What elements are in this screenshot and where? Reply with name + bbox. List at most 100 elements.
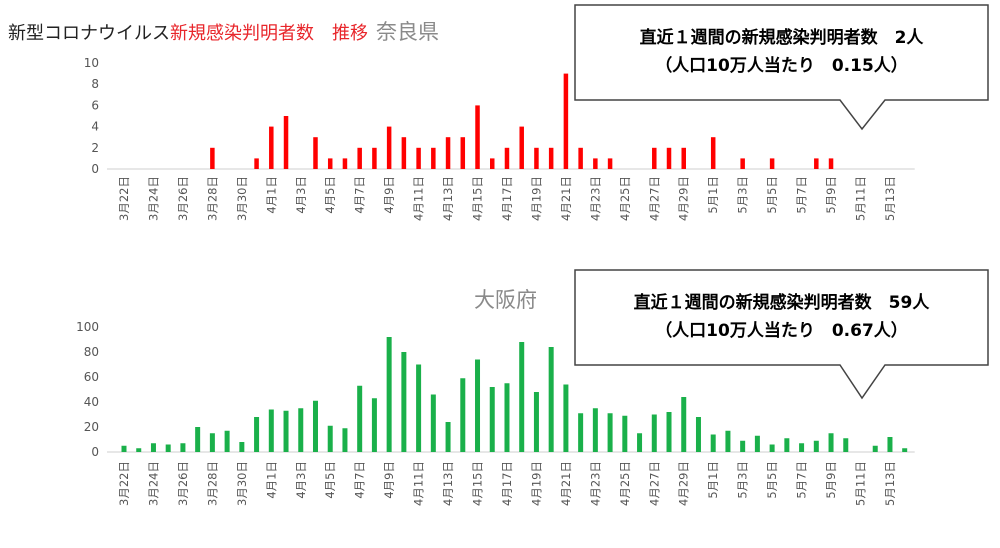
bar-4月23日	[593, 158, 598, 169]
bar-4月30日	[695, 417, 701, 452]
bar-4月2日	[283, 116, 289, 169]
bar-5月4日	[754, 435, 760, 452]
x-tick-label: 4月19日	[529, 176, 543, 221]
bar-4月11日	[416, 364, 422, 452]
title-red: 新規感染判明者数 推移	[170, 23, 368, 44]
bar-4月19日	[533, 392, 539, 452]
bar-5月12日	[872, 445, 878, 452]
bar-5月1日	[710, 434, 716, 452]
bar-5月8日	[813, 440, 819, 452]
y-tick-label: 8	[91, 77, 99, 91]
bar-4月20日	[548, 147, 554, 169]
callout-line1: 直近１週間の新規感染判明者数 59人	[634, 292, 931, 313]
x-tick-label: 4月21日	[559, 461, 573, 506]
x-tick-label: 4月1日	[264, 176, 278, 214]
x-tick-label: 4月29日	[677, 461, 691, 506]
bar-3月30日	[239, 442, 245, 452]
bar-4月24日	[607, 413, 613, 452]
y-tick-label: 2	[91, 141, 99, 155]
bar-4月5日	[327, 158, 333, 169]
bar-4月7日	[357, 147, 362, 169]
bar-5月1日	[710, 137, 716, 169]
x-tick-label: 5月5日	[765, 461, 779, 499]
bar-4月22日	[578, 147, 583, 169]
bar-4月19日	[534, 147, 539, 169]
chart-title: 新型コロナウイルス新規感染判明者数 推移 奈良県	[8, 16, 439, 46]
x-tick-label: 4月17日	[500, 176, 514, 221]
bar-4月18日	[519, 342, 525, 452]
callout-box	[574, 4, 989, 131]
bar-4月12日	[431, 147, 436, 169]
x-tick-label: 5月9日	[824, 461, 838, 499]
bar-5月2日	[725, 430, 731, 452]
bar-4月7日	[357, 385, 363, 452]
bar-5月10日	[843, 438, 849, 452]
x-tick-label: 5月5日	[765, 176, 779, 214]
x-tick-label: 5月3日	[736, 176, 750, 214]
x-tick-label: 3月26日	[176, 176, 190, 221]
x-tick-label: 5月11日	[854, 461, 868, 506]
x-tick-label: 4月3日	[294, 176, 308, 214]
x-tick-label: 5月7日	[795, 176, 809, 214]
x-tick-label: 3月26日	[176, 461, 190, 506]
bar-4月18日	[519, 126, 524, 169]
x-tick-label: 4月15日	[471, 176, 485, 221]
bar-3月28日	[210, 147, 215, 169]
x-tick-label: 4月11日	[412, 176, 426, 221]
bar-4月4日	[313, 137, 318, 169]
bar-4月10日	[401, 137, 407, 169]
bar-3月27日	[195, 427, 201, 452]
x-tick-label: 3月22日	[117, 461, 131, 506]
y-tick-label: 20	[84, 420, 99, 434]
bar-4月11日	[416, 147, 421, 169]
x-tick-label: 5月1日	[706, 461, 720, 499]
bar-4月16日	[489, 387, 495, 452]
bar-5月8日	[814, 158, 819, 169]
bar-4月9日	[386, 126, 392, 169]
bar-3月25日	[165, 444, 171, 452]
bar-5月13日	[887, 437, 893, 452]
x-tick-label: 4月7日	[353, 176, 367, 214]
bar-4月25日	[622, 415, 628, 452]
x-tick-label: 4月25日	[618, 176, 632, 221]
bar-4月8日	[372, 147, 377, 169]
bar-5月5日	[769, 444, 775, 452]
x-tick-label: 3月24日	[146, 176, 160, 221]
y-tick-label: 80	[84, 345, 99, 359]
x-tick-label: 5月11日	[854, 176, 868, 221]
bar-4月17日	[504, 383, 510, 452]
callout-box	[574, 269, 989, 400]
x-tick-label: 5月3日	[736, 461, 750, 499]
bar-3月31日	[254, 417, 260, 452]
bar-4月17日	[504, 147, 510, 169]
bar-4月26日	[637, 433, 643, 452]
bar-4月14日	[460, 378, 466, 452]
x-tick-label: 4月3日	[294, 461, 308, 499]
x-tick-label: 4月19日	[529, 461, 543, 506]
x-tick-label: 4月15日	[471, 461, 485, 506]
x-tick-label: 4月13日	[441, 461, 455, 506]
x-tick-label: 4月25日	[618, 461, 632, 506]
bar-4月28日	[666, 147, 672, 169]
bar-4月1日	[269, 126, 274, 169]
bar-3月24日	[150, 443, 156, 452]
bar-4月12日	[430, 394, 436, 452]
bar-5月14日	[902, 448, 908, 452]
bar-4月24日	[607, 158, 613, 169]
bar-4月21日	[563, 73, 569, 169]
title-black: 新型コロナウイルス	[8, 23, 170, 44]
y-tick-label: 6	[91, 98, 99, 112]
x-tick-label: 4月13日	[441, 176, 455, 221]
x-tick-label: 4月27日	[647, 176, 661, 221]
x-tick-label: 3月28日	[205, 461, 219, 506]
callout-line1: 直近１週間の新規感染判明者数 2人	[640, 27, 925, 48]
x-tick-label: 4月23日	[588, 461, 602, 506]
bar-4月27日	[651, 414, 657, 452]
x-tick-label: 4月29日	[677, 176, 691, 221]
x-tick-label: 5月13日	[883, 176, 897, 221]
x-tick-label: 3月30日	[235, 176, 249, 221]
x-tick-label: 4月5日	[323, 176, 337, 214]
bar-4月6日	[342, 158, 348, 169]
x-tick-label: 4月1日	[264, 461, 278, 499]
